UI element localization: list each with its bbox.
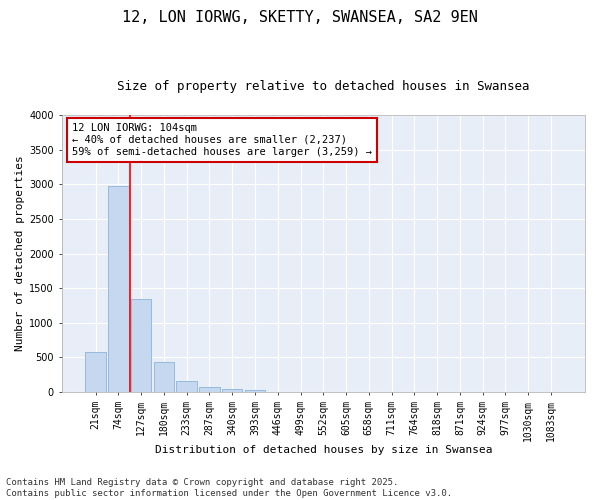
Bar: [154, 362, 174, 392]
Bar: [108, 186, 128, 392]
X-axis label: Distribution of detached houses by size in Swansea: Distribution of detached houses by size …: [155, 445, 492, 455]
Bar: [199, 387, 220, 392]
Bar: [176, 382, 197, 392]
Bar: [245, 390, 265, 392]
Text: Contains HM Land Registry data © Crown copyright and database right 2025.
Contai: Contains HM Land Registry data © Crown c…: [6, 478, 452, 498]
Bar: [85, 352, 106, 392]
Text: 12 LON IORWG: 104sqm
← 40% of detached houses are smaller (2,237)
59% of semi-de: 12 LON IORWG: 104sqm ← 40% of detached h…: [72, 124, 372, 156]
Title: Size of property relative to detached houses in Swansea: Size of property relative to detached ho…: [117, 80, 530, 93]
Bar: [222, 390, 242, 392]
Text: 12, LON IORWG, SKETTY, SWANSEA, SA2 9EN: 12, LON IORWG, SKETTY, SWANSEA, SA2 9EN: [122, 10, 478, 25]
Y-axis label: Number of detached properties: Number of detached properties: [15, 156, 25, 352]
Bar: [131, 300, 151, 392]
